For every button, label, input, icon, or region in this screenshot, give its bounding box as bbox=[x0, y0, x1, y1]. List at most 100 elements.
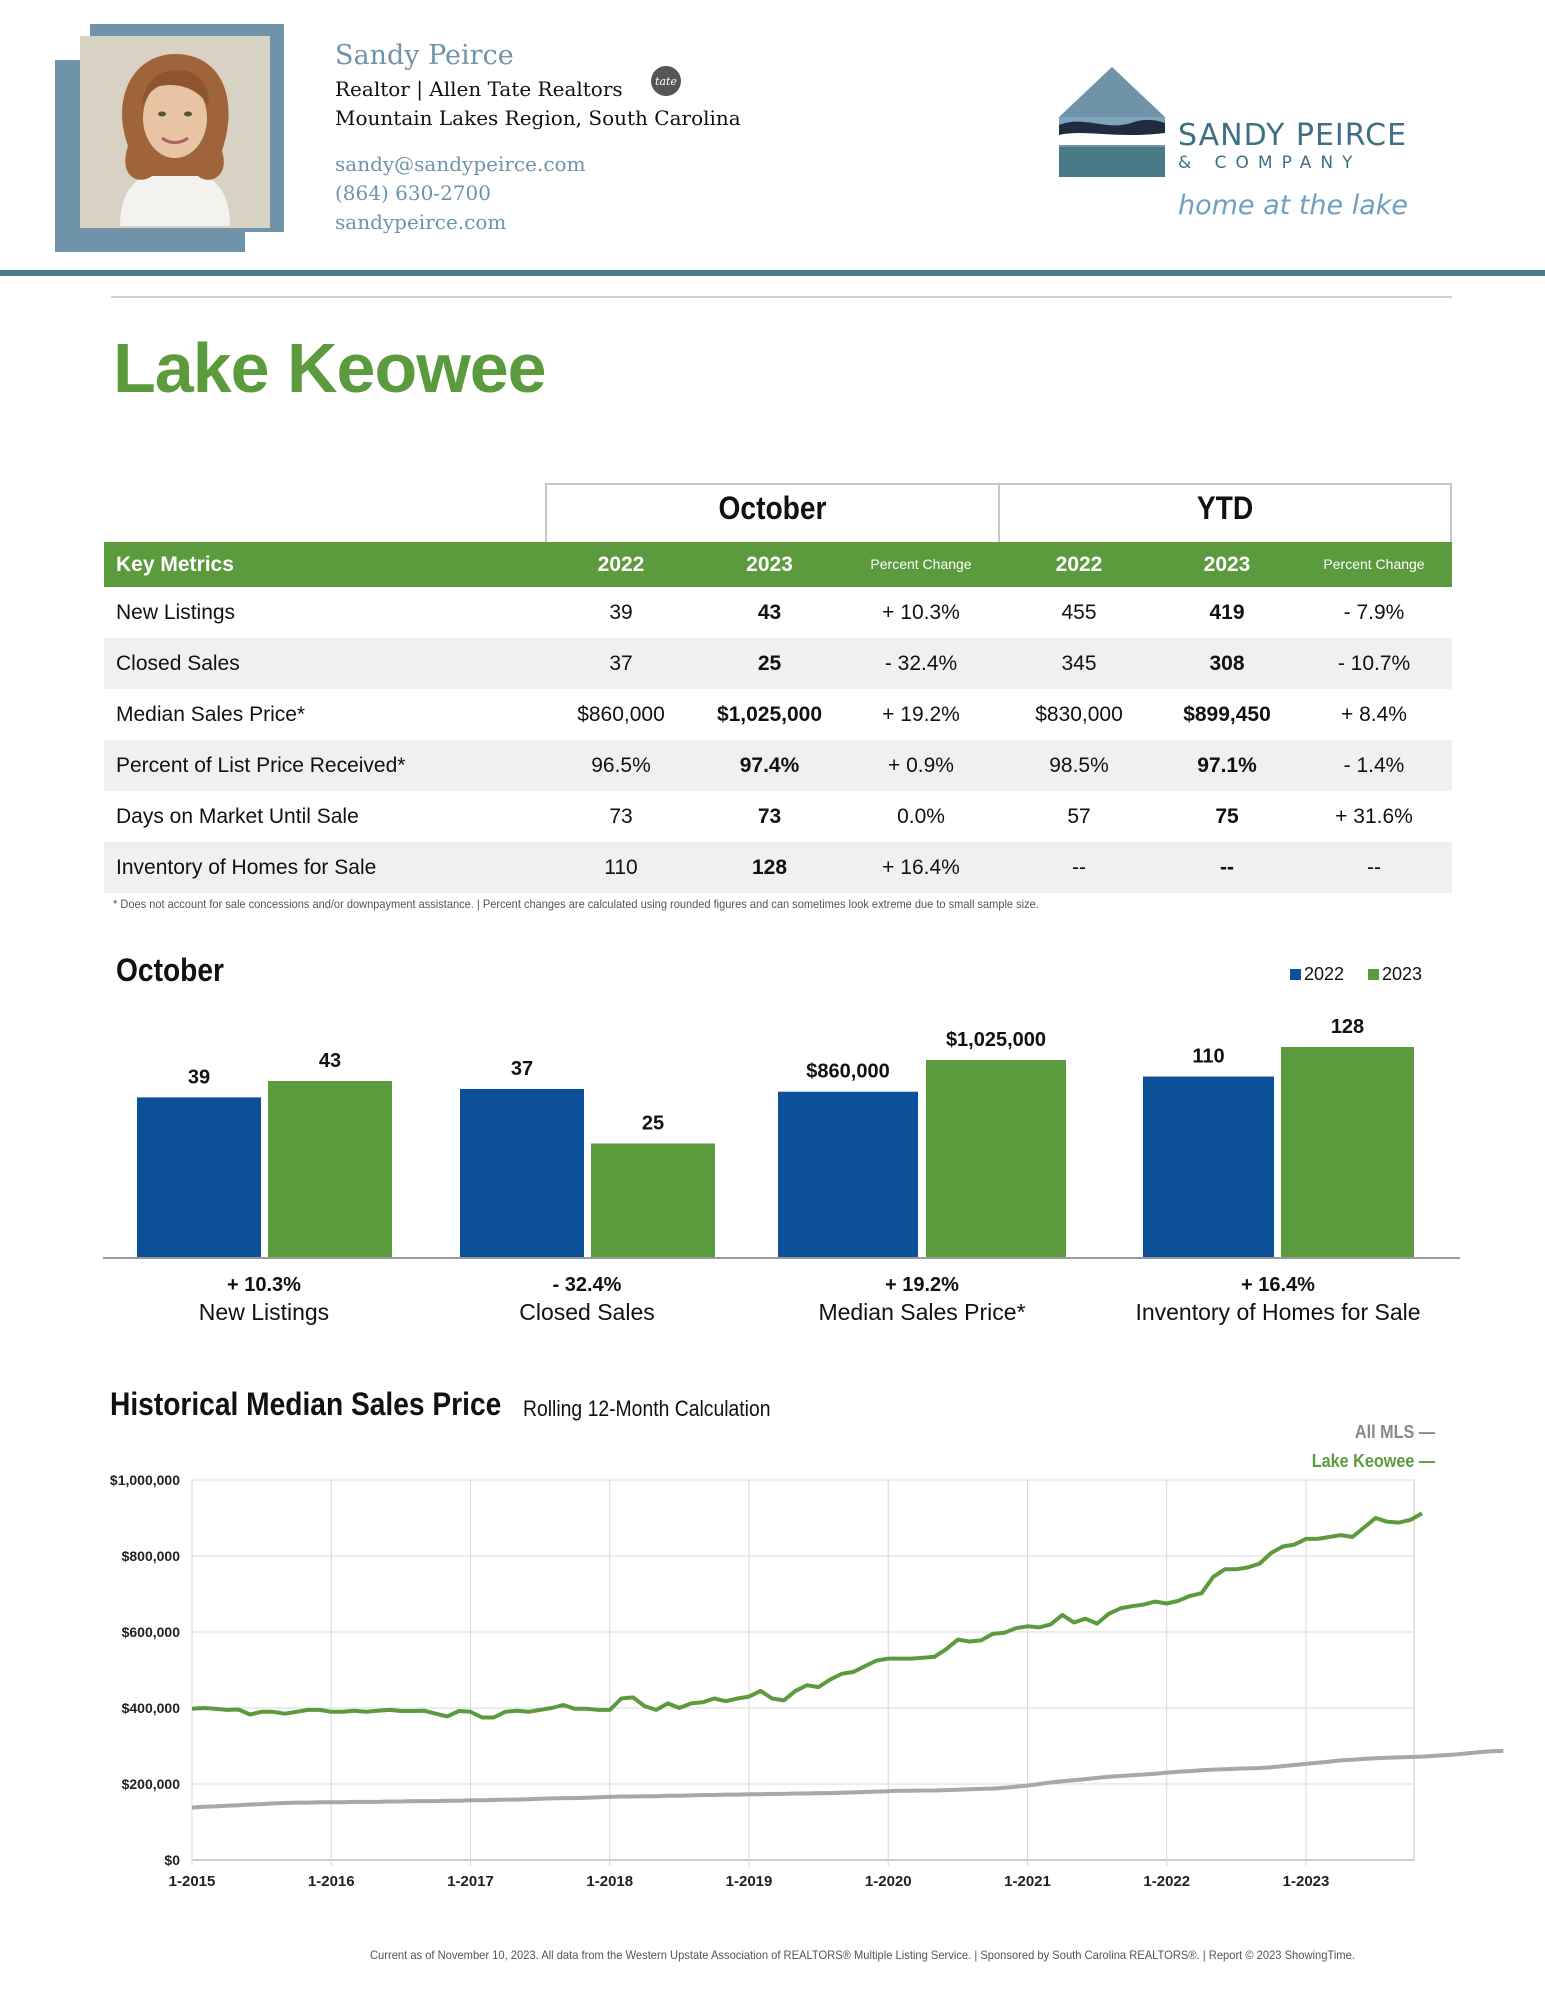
thin-rule bbox=[111, 296, 1452, 298]
october-group-heading: October bbox=[718, 490, 827, 526]
x-tick-label: 1-2022 bbox=[1143, 1873, 1190, 1890]
line-chart-subtitle: Rolling 12-Month Calculation bbox=[523, 1396, 771, 1421]
bar-2022 bbox=[460, 1089, 584, 1257]
bar-value-label: $1,025,000 bbox=[946, 1029, 1046, 1051]
bar-value-label: 43 bbox=[319, 1050, 341, 1072]
y-tick-label: $1,000,000 bbox=[110, 1472, 180, 1488]
line-chart: $0 $200,000 $400,000 $600,000 $800,000 $1,000… bbox=[110, 1472, 1504, 1890]
metrics-header-bar bbox=[104, 542, 1452, 587]
bar-chart: 39 43 + 10.3% New Listings 37 25 - 32.4% Closed… bbox=[103, 1016, 1460, 1325]
oct-2023-value: 128 bbox=[751, 856, 788, 879]
ytd-2023-value: 308 bbox=[1209, 652, 1245, 675]
metric-label: Median Sales Price* bbox=[116, 703, 306, 726]
oct-change-value: + 16.4% bbox=[882, 856, 960, 879]
oct-2022-value: 37 bbox=[609, 652, 633, 675]
x-tick-label: 1-2019 bbox=[726, 1873, 773, 1890]
ytd-2022-value: 345 bbox=[1061, 652, 1097, 675]
agent-role: Realtor | Allen Tate Realtors bbox=[335, 77, 623, 101]
oct-2023-value: 43 bbox=[757, 601, 782, 624]
oct-2023-value: 25 bbox=[757, 652, 782, 675]
agent-email[interactable]: sandy@sandypeirce.com bbox=[335, 152, 586, 176]
logo-name: SANDY PEIRCE bbox=[1178, 118, 1408, 153]
x-tick-label: 1-2018 bbox=[586, 1873, 633, 1890]
oct-change-value: + 10.3% bbox=[882, 601, 960, 624]
oct-2023-value: $1,025,000 bbox=[716, 703, 823, 726]
bar-group-name: Inventory of Homes for Sale bbox=[1135, 1299, 1420, 1325]
bar-group-name: Closed Sales bbox=[519, 1299, 655, 1325]
legend-item-2023: 2023 bbox=[1368, 964, 1422, 985]
oct-change-value: + 0.9% bbox=[888, 754, 954, 777]
legend-label-2022: 2022 bbox=[1304, 964, 1345, 984]
bar-value-label: 39 bbox=[188, 1066, 210, 1088]
bar-2023 bbox=[926, 1060, 1066, 1257]
ytd-2023-value: -- bbox=[1220, 856, 1234, 879]
oct-change-value: 0.0% bbox=[897, 805, 945, 828]
oct-2023-value: 97.4% bbox=[739, 754, 800, 777]
oct-2022-value: 39 bbox=[609, 601, 633, 624]
bar-2022 bbox=[137, 1097, 261, 1257]
page-footer: Current as of November 10, 2023. All dat… bbox=[370, 1948, 1355, 1962]
bar-group-name: Median Sales Price* bbox=[818, 1299, 1025, 1325]
logo-sub: & COMPANY bbox=[1178, 153, 1362, 173]
legend-line-all-mls: — bbox=[1418, 1422, 1435, 1442]
table-row bbox=[104, 740, 1452, 791]
oct-change-value: - 32.4% bbox=[884, 652, 958, 675]
agent-phone[interactable]: (864) 630-2700 bbox=[335, 181, 491, 205]
agent-name: Sandy Peirce bbox=[335, 40, 514, 71]
bar-group-change: + 19.2% bbox=[885, 1274, 959, 1296]
bar-group-change: + 10.3% bbox=[227, 1274, 301, 1296]
agent-region: Mountain Lakes Region, South Carolina bbox=[335, 106, 741, 130]
series-line-lake-keowee bbox=[191, 1511, 1423, 1720]
y-tick-label: $400,000 bbox=[122, 1700, 181, 1716]
x-tick-label: 1-2015 bbox=[169, 1873, 216, 1890]
table-row bbox=[104, 689, 1452, 740]
x-tick-label: 1-2021 bbox=[1004, 1873, 1051, 1890]
bar-chart-title: October bbox=[116, 952, 224, 988]
metric-label: Days on Market Until Sale bbox=[116, 805, 359, 828]
ytd-change-value: - 10.7% bbox=[1337, 652, 1411, 675]
x-tick-label: 1-2016 bbox=[308, 1873, 355, 1890]
legend-line-lake-keowee: — bbox=[1418, 1451, 1435, 1471]
bar-group-change: - 32.4% bbox=[553, 1274, 622, 1296]
bar-value-label: 128 bbox=[1331, 1016, 1364, 1038]
legend-label-lake-keowee: Lake Keowee bbox=[1311, 1451, 1415, 1471]
table-footnote: * Does not account for sale concessions … bbox=[113, 897, 1039, 911]
agent-website[interactable]: sandypeirce.com bbox=[335, 210, 507, 234]
series-line-all-mls bbox=[191, 1748, 1504, 1810]
oct-change-value: + 19.2% bbox=[882, 703, 960, 726]
table-row bbox=[104, 791, 1452, 842]
y-tick-label: $600,000 bbox=[122, 1624, 181, 1640]
bar-value-label: $860,000 bbox=[806, 1061, 889, 1083]
y-tick-label: $800,000 bbox=[122, 1548, 181, 1564]
bar-2023 bbox=[268, 1081, 392, 1257]
bar-2022 bbox=[1143, 1076, 1274, 1257]
ytd-2022-value: -- bbox=[1072, 856, 1086, 879]
metric-label: New Listings bbox=[116, 601, 236, 624]
bar-value-label: 110 bbox=[1192, 1046, 1224, 1068]
ytd-2023-header: 2023 bbox=[1203, 553, 1251, 576]
ytd-2022-value: 57 bbox=[1067, 805, 1091, 828]
oct-2022-value: 96.5% bbox=[591, 754, 651, 777]
ytd-2022-value: 98.5% bbox=[1049, 754, 1109, 777]
legend-label-2023: 2023 bbox=[1382, 964, 1423, 984]
ytd-change-value: - 7.9% bbox=[1343, 601, 1405, 624]
oct-2022-header: 2022 bbox=[597, 553, 645, 576]
page-title: Lake Keowee bbox=[113, 329, 547, 407]
x-tick-label: 1-2017 bbox=[447, 1873, 494, 1890]
legend-swatch-2023 bbox=[1368, 969, 1379, 980]
ytd-change-value: + 31.6% bbox=[1335, 805, 1413, 828]
legend-item-2022: 2022 bbox=[1290, 964, 1344, 985]
ytd-2023-value: 419 bbox=[1209, 601, 1245, 624]
logo-tagline: home at the lake bbox=[1178, 190, 1409, 221]
bar-group-name: New Listings bbox=[199, 1299, 329, 1325]
header-rule bbox=[0, 270, 1545, 276]
ytd-change-value: - 1.4% bbox=[1343, 754, 1405, 777]
line-chart-title: Historical Median Sales Price bbox=[110, 1386, 502, 1422]
bar-value-label: 25 bbox=[642, 1112, 664, 1134]
table-row bbox=[104, 638, 1452, 689]
y-tick-label: $0 bbox=[164, 1852, 180, 1868]
table-row bbox=[104, 587, 1452, 638]
ytd-change-value: + 8.4% bbox=[1341, 703, 1407, 726]
table-row bbox=[104, 842, 1452, 893]
legend-swatch-2022 bbox=[1290, 969, 1301, 980]
